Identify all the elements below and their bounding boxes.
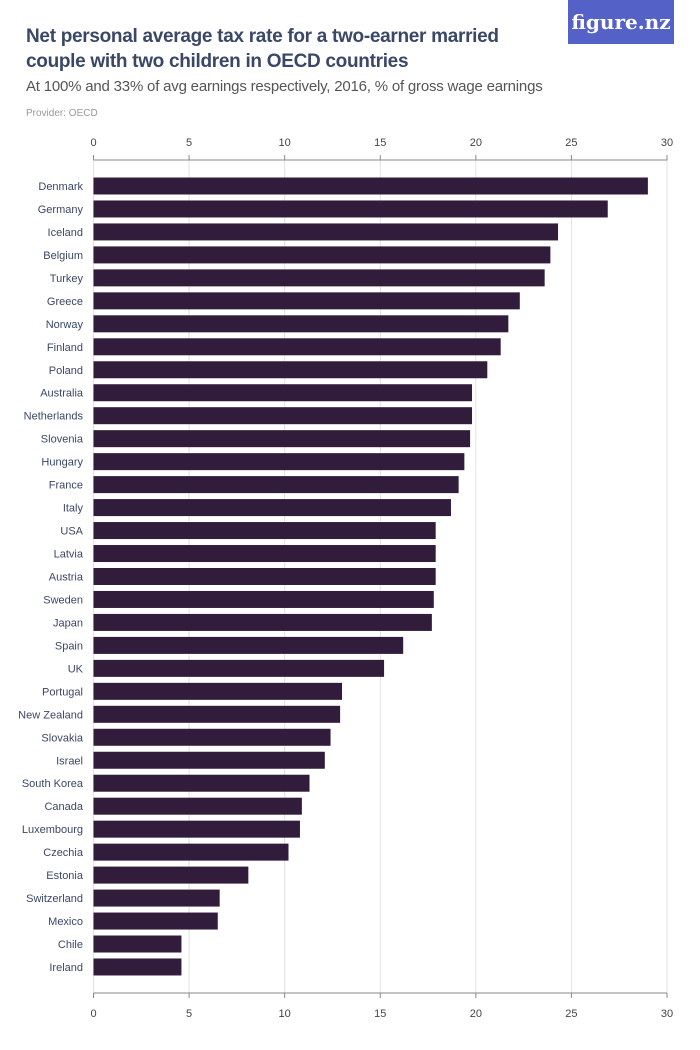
bar-spain <box>93 636 404 654</box>
bar-japan <box>93 613 432 631</box>
bar-iceland <box>93 223 559 241</box>
bar-slovakia <box>93 728 331 746</box>
category-label: Netherlands <box>24 411 84 423</box>
bar-poland <box>93 361 488 379</box>
category-label: Italy <box>63 503 84 515</box>
category-label: Norway <box>46 319 84 331</box>
bar-hungary <box>93 453 465 471</box>
category-label: Czechia <box>43 847 84 859</box>
category-label: South Korea <box>22 778 84 790</box>
bar-canada <box>93 797 302 815</box>
category-label: Latvia <box>54 549 84 561</box>
x-tick-label-top: 5 <box>186 137 192 149</box>
category-label: Hungary <box>41 457 83 469</box>
category-label: Iceland <box>48 227 83 239</box>
category-label: Poland <box>49 365 83 377</box>
category-label: Australia <box>40 388 84 400</box>
bar-ireland <box>93 958 182 976</box>
category-label: New Zealand <box>18 709 83 721</box>
x-tick-label-bottom: 0 <box>90 1008 96 1020</box>
category-label: USA <box>60 526 83 538</box>
x-tick-label-top: 25 <box>565 137 577 149</box>
category-label: France <box>49 480 83 492</box>
bar-luxembourg <box>93 820 300 838</box>
category-label: Denmark <box>38 181 83 193</box>
bar-sweden <box>93 590 434 608</box>
bar-slovenia <box>93 430 471 448</box>
bar-czechia <box>93 843 289 861</box>
bar-estonia <box>93 866 249 884</box>
bar-uk <box>93 659 385 677</box>
chart-title: Net personal average tax rate for a two-… <box>26 26 499 72</box>
bar-latvia <box>93 545 436 563</box>
category-label: Estonia <box>46 870 84 882</box>
category-label: Sweden <box>43 594 83 606</box>
category-label: Finland <box>47 342 83 354</box>
category-label: Spain <box>55 640 83 652</box>
category-label: Austria <box>49 571 84 583</box>
x-tick-label-top: 15 <box>374 137 386 149</box>
bar-italy <box>93 499 451 517</box>
bar-austria <box>93 567 436 585</box>
x-tick-label-top: 0 <box>90 137 96 149</box>
category-label: Mexico <box>48 916 83 928</box>
figure-nz-logo[interactable]: figure.nz <box>568 0 674 44</box>
bar-greece <box>93 292 520 310</box>
chart-subtitle: At 100% and 33% of avg earnings respecti… <box>26 78 543 95</box>
bar-south-korea <box>93 774 310 792</box>
category-label: Canada <box>44 801 83 813</box>
category-label: Chile <box>58 939 83 951</box>
bar-switzerland <box>93 889 220 907</box>
category-label: Luxembourg <box>22 824 83 836</box>
category-label: Ireland <box>49 962 83 974</box>
category-label: UK <box>68 663 84 675</box>
x-tick-label-bottom: 25 <box>565 1008 577 1020</box>
bar-mexico <box>93 912 218 930</box>
category-label: Portugal <box>42 686 83 698</box>
bar-france <box>93 476 459 494</box>
bar-netherlands <box>93 407 473 425</box>
bar-israel <box>93 751 325 769</box>
bar-turkey <box>93 269 545 287</box>
bar-usa <box>93 522 436 540</box>
provider-label: Provider: OECD <box>26 108 98 119</box>
x-tick-label-top: 10 <box>279 137 291 149</box>
x-tick-label-bottom: 30 <box>661 1008 673 1020</box>
bar-portugal <box>93 682 343 700</box>
x-tick-label-bottom: 20 <box>470 1008 482 1020</box>
category-label: Switzerland <box>26 893 83 905</box>
bar-chile <box>93 935 182 953</box>
x-tick-label-bottom: 10 <box>279 1008 291 1020</box>
category-label: Germany <box>38 204 84 216</box>
category-label: Israel <box>56 755 83 767</box>
bar-norway <box>93 315 509 333</box>
x-tick-label-top: 20 <box>470 137 482 149</box>
x-tick-label-bottom: 15 <box>374 1008 386 1020</box>
bar-belgium <box>93 246 551 264</box>
category-label: Japan <box>53 617 83 629</box>
x-tick-label-bottom: 5 <box>186 1008 192 1020</box>
x-tick-label-top: 30 <box>661 137 673 149</box>
category-label: Turkey <box>50 273 84 285</box>
bar-germany <box>93 200 608 218</box>
bar-finland <box>93 338 501 356</box>
bar-australia <box>93 384 473 402</box>
category-label: Slovakia <box>41 732 83 744</box>
bar-denmark <box>93 177 648 195</box>
category-label: Belgium <box>43 250 83 262</box>
category-label: Slovenia <box>41 434 84 446</box>
category-label: Greece <box>47 296 83 308</box>
bar-new-zealand <box>93 705 341 723</box>
